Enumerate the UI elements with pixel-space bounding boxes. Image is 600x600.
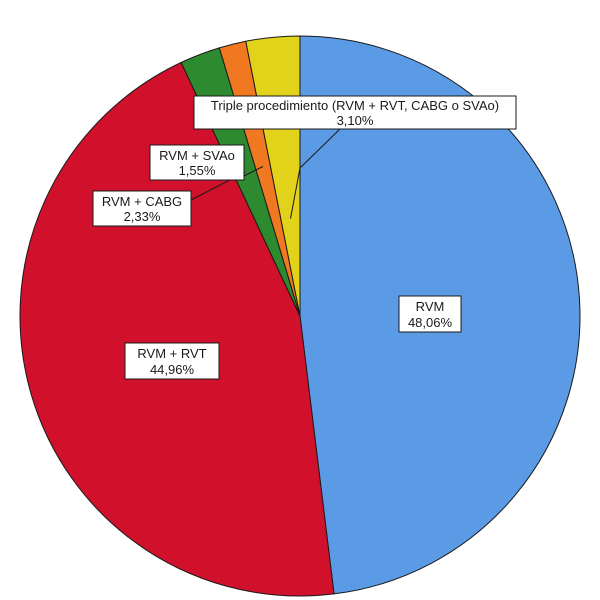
slice-label-name: Triple procedimiento (RVM + RVT, CABG o …	[211, 98, 499, 113]
slice-label-value: 44,96%	[150, 362, 195, 377]
leader-line	[290, 167, 301, 219]
slice-labels: RVM 48,06% RVM + RVT 44,96% RVM + CABG 2…	[92, 95, 517, 380]
slice-label-name: RVM	[416, 299, 445, 314]
leader-line	[243, 166, 264, 177]
slice-label-value: 48,06%	[408, 315, 453, 330]
slice-label-rvm-cabg: RVM + CABG 2,33%	[92, 190, 192, 227]
slice-label-name: RVM + CABG	[102, 194, 182, 209]
slice-label-name: RVM + RVT	[137, 346, 206, 361]
slice-label-rvm-svao: RVM + SVAo 1,55%	[149, 144, 245, 181]
slice-label-name: RVM + SVAo	[159, 148, 235, 163]
leader-line	[299, 128, 341, 169]
slice-label-value: 1,55%	[179, 163, 216, 178]
slice-label-value: 3,10%	[337, 113, 374, 128]
slice-label-value: 2,33%	[124, 209, 161, 224]
slice-label-rvm: RVM 48,06%	[398, 295, 462, 333]
slice-label-triple: Triple procedimiento (RVM + RVT, CABG o …	[193, 95, 517, 130]
slice-label-rvm-rvt: RVM + RVT 44,96%	[124, 342, 220, 380]
